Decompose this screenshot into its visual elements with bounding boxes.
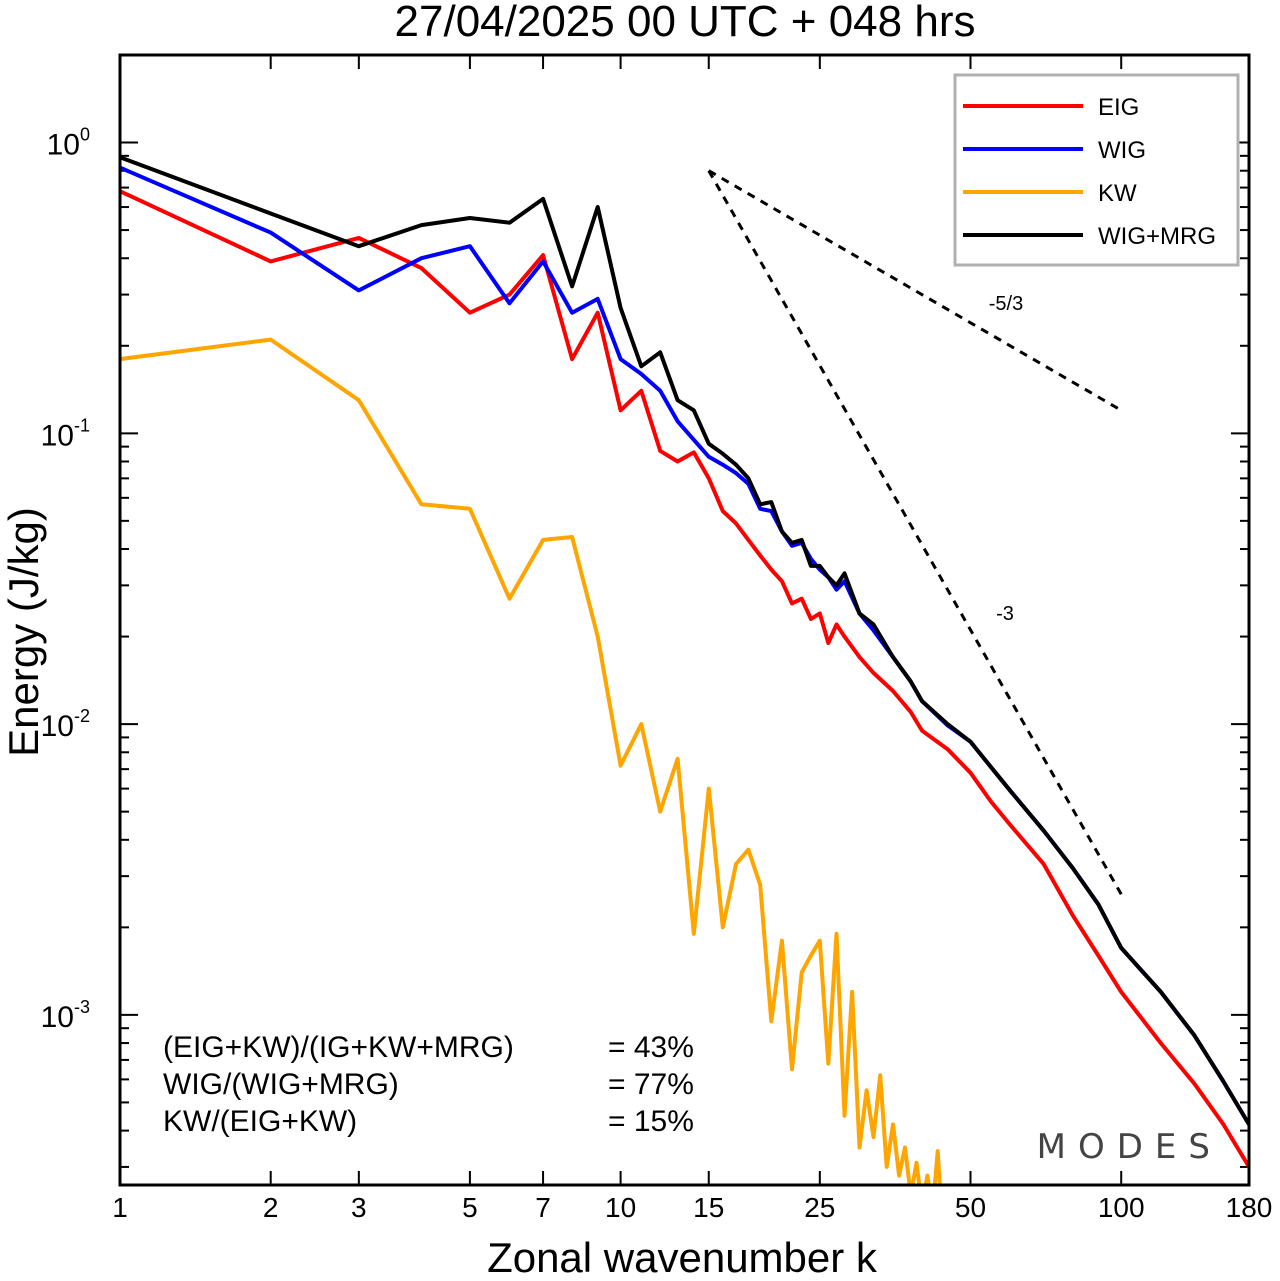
plot-frame: [118, 53, 1251, 1187]
ratio-annotations: (EIG+KW)/(IG+KW+MRG) = 43% WIG/(WIG+MRG) = …: [163, 1031, 694, 1138]
x-tick-label: 2: [263, 1192, 279, 1223]
legend: EIG WIG KW WIG+MRG: [953, 73, 1240, 267]
ratio-value: = 43%: [608, 1031, 694, 1064]
modes-logo: MODES: [1037, 1127, 1222, 1167]
x-tick-label: 5: [462, 1192, 478, 1223]
reference-slope-label: -5/3: [989, 293, 1023, 315]
y-axis-label-group: Energy (J/kg): [0, 507, 47, 757]
legend-label: EIG: [1098, 94, 1139, 121]
legend-label: KW: [1098, 180, 1137, 207]
x-tick-label: 10: [605, 1192, 636, 1223]
ratio-label: KW/(EIG+KW): [163, 1105, 357, 1138]
x-tick-label: 100: [1098, 1192, 1145, 1223]
y-tick-labels: 100 10-1 10-2 10-3: [41, 125, 90, 1034]
chart-title: 27/04/2025 00 UTC + 048 hrs: [395, 0, 976, 46]
reference-slope-line: [707, 169, 1123, 895]
ratio-label: WIG/(WIG+MRG): [163, 1068, 399, 1101]
reference-slope-label: -3: [996, 603, 1014, 625]
ratio-label: (EIG+KW)/(IG+KW+MRG): [163, 1031, 514, 1064]
series-line-kw: [120, 337, 942, 1185]
x-tick-labels: 1 2 3 5 7 10 15 25 50 100 180: [112, 1192, 1272, 1223]
series-line-wig: [120, 165, 1249, 1126]
x-tick-label: 7: [535, 1192, 551, 1223]
x-tick-label: 180: [1226, 1192, 1273, 1223]
y-tick-label: 10-1: [41, 415, 90, 452]
y-tick-label: 10-3: [41, 997, 90, 1034]
x-axis-label: Zonal wavenumber k: [487, 1234, 878, 1281]
y-axis-label: Energy (J/kg): [0, 507, 47, 757]
x-tick-label: 1: [112, 1192, 128, 1223]
series-line-eig: [120, 189, 1249, 1168]
legend-label: WIG: [1098, 137, 1146, 164]
reference-slope-line: [708, 169, 1122, 412]
x-tick-label: 3: [351, 1192, 367, 1223]
x-tick-label: 15: [693, 1192, 724, 1223]
x-tick-label: 50: [955, 1192, 986, 1223]
reference-slope-lines: -5/3 -3: [707, 169, 1123, 895]
ratio-value: = 15%: [608, 1105, 694, 1138]
ratio-value: = 77%: [608, 1068, 694, 1101]
series-line-wig-mrg: [120, 155, 1249, 1126]
y-tick-label: 10-2: [41, 706, 90, 743]
series-layer: [120, 155, 1249, 1185]
x-tick-label: 25: [804, 1192, 835, 1223]
y-tick-label: 100: [47, 125, 90, 162]
legend-label: WIG+MRG: [1098, 223, 1216, 250]
